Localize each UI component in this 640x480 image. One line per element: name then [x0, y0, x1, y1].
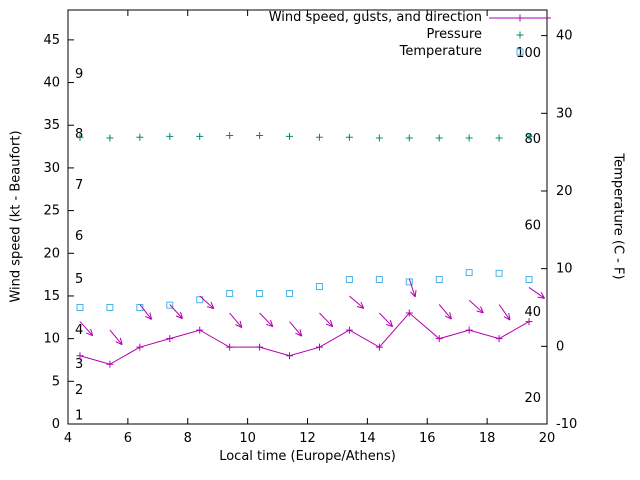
svg-text:15: 15 — [43, 289, 60, 304]
svg-text:9: 9 — [75, 67, 83, 82]
svg-text:2: 2 — [75, 383, 83, 398]
y-axis-title-left: Wind speed (kt - Beaufort) — [8, 130, 24, 303]
svg-text:80: 80 — [524, 132, 541, 147]
svg-text:8: 8 — [184, 431, 192, 446]
svg-text:30: 30 — [556, 106, 573, 121]
pressure-series — [76, 131, 533, 142]
svg-text:40: 40 — [43, 76, 60, 91]
wind-speed-series — [76, 309, 533, 368]
y-axis-title-right: Temperature (C - F) — [610, 153, 626, 280]
legend-label-pressure: Pressure — [426, 27, 482, 42]
legend: Wind speed, gusts, and direction Pressur… — [269, 9, 553, 60]
svg-text:20: 20 — [556, 184, 573, 199]
svg-text:100: 100 — [516, 46, 541, 61]
svg-text:25: 25 — [43, 204, 60, 219]
legend-marker-wind-icon — [487, 11, 553, 25]
legend-item-temperature: Temperature — [269, 43, 553, 60]
svg-text:20: 20 — [43, 246, 60, 261]
temperature-series — [76, 269, 533, 311]
axis-tick-labels: 4 6 8 10 12 14 16 18 20051015202530354045-100102… — [43, 29, 577, 446]
legend-item-pressure: Pressure — [269, 26, 553, 43]
legend-label-temperature: Temperature — [399, 44, 482, 59]
legend-marker-pressure-icon — [487, 28, 553, 42]
svg-text:6: 6 — [75, 229, 83, 244]
svg-text:5: 5 — [75, 272, 83, 287]
svg-text:7: 7 — [75, 178, 83, 193]
plot-border — [67, 9, 548, 425]
svg-text:16: 16 — [419, 431, 436, 446]
svg-text:0: 0 — [52, 417, 60, 432]
legend-label-wind: Wind speed, gusts, and direction — [268, 10, 482, 25]
svg-text:45: 45 — [43, 33, 60, 48]
gust-direction-vectors — [79, 278, 546, 346]
svg-text:20: 20 — [524, 391, 541, 406]
legend-marker-temperature-icon — [487, 45, 553, 59]
svg-text:12: 12 — [299, 431, 316, 446]
svg-text:0: 0 — [556, 339, 564, 354]
svg-text:14: 14 — [359, 431, 376, 446]
svg-text:1: 1 — [75, 408, 83, 423]
x-axis-title: Local time (Europe/Athens) — [219, 449, 396, 464]
svg-text:35: 35 — [43, 118, 60, 133]
legend-item-wind: Wind speed, gusts, and direction — [269, 9, 553, 26]
svg-text:4: 4 — [75, 323, 83, 338]
svg-text:10: 10 — [43, 332, 60, 347]
svg-text:40: 40 — [524, 305, 541, 320]
svg-text:30: 30 — [43, 161, 60, 176]
svg-text:3: 3 — [75, 357, 83, 372]
svg-text:4: 4 — [64, 431, 72, 446]
svg-text:5: 5 — [52, 374, 60, 389]
axis-ticks — [67, 10, 548, 425]
svg-text:-10: -10 — [556, 417, 577, 432]
svg-text:60: 60 — [524, 219, 541, 234]
svg-text:18: 18 — [479, 431, 496, 446]
svg-text:10: 10 — [556, 262, 573, 277]
svg-text:20: 20 — [539, 431, 556, 446]
svg-text:6: 6 — [124, 431, 132, 446]
svg-text:10: 10 — [239, 431, 256, 446]
svg-text:8: 8 — [75, 127, 83, 142]
svg-text:40: 40 — [556, 29, 573, 44]
